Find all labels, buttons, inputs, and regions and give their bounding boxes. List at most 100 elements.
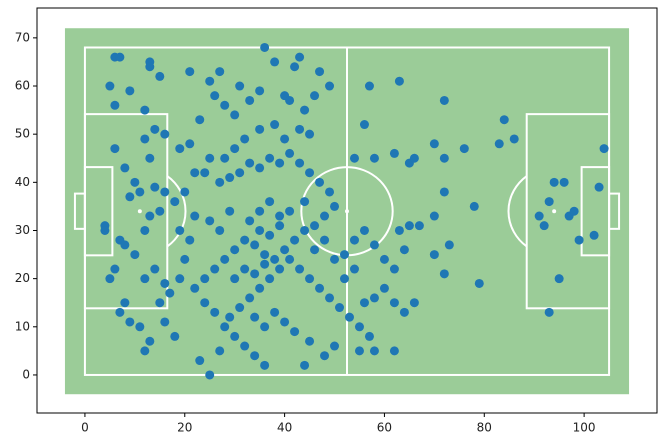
point xyxy=(155,71,165,81)
point xyxy=(210,307,220,317)
point xyxy=(250,240,260,250)
point xyxy=(344,312,354,322)
penalty-spot xyxy=(552,209,557,214)
penalty-spot xyxy=(137,209,142,214)
point xyxy=(320,211,330,221)
point xyxy=(280,134,290,144)
point xyxy=(230,274,240,284)
point xyxy=(110,144,120,154)
point xyxy=(544,197,554,207)
point xyxy=(280,245,290,255)
point xyxy=(330,201,340,211)
point xyxy=(389,346,399,356)
point xyxy=(310,221,320,231)
point xyxy=(115,307,125,317)
point xyxy=(414,221,424,231)
point xyxy=(369,293,379,303)
point xyxy=(439,269,449,279)
pitch-box xyxy=(608,192,621,230)
point xyxy=(589,230,599,240)
point xyxy=(150,124,160,134)
point xyxy=(265,230,275,240)
point xyxy=(270,57,280,67)
point xyxy=(255,225,265,235)
point xyxy=(175,144,185,154)
point xyxy=(305,274,315,284)
point xyxy=(534,211,544,221)
point xyxy=(230,245,240,255)
point xyxy=(509,134,519,144)
point xyxy=(170,197,180,207)
point xyxy=(394,225,404,235)
point xyxy=(105,81,115,91)
point xyxy=(165,288,175,298)
point xyxy=(270,307,280,317)
point xyxy=(300,105,310,115)
point xyxy=(185,67,195,77)
point xyxy=(255,206,265,216)
point xyxy=(439,153,449,163)
point xyxy=(429,139,439,149)
point xyxy=(359,120,369,130)
point xyxy=(499,115,509,125)
point xyxy=(220,254,230,264)
point xyxy=(275,211,285,221)
point xyxy=(439,187,449,197)
point xyxy=(195,115,205,125)
point xyxy=(369,153,379,163)
point xyxy=(379,254,389,264)
point xyxy=(265,197,275,207)
point xyxy=(354,346,364,356)
point xyxy=(160,317,170,327)
point xyxy=(140,105,150,115)
point xyxy=(195,356,205,366)
point xyxy=(255,124,265,134)
point xyxy=(295,264,305,274)
point xyxy=(120,163,130,173)
point xyxy=(275,264,285,274)
point xyxy=(260,259,270,269)
penalty-arc xyxy=(507,175,528,248)
point xyxy=(155,298,165,308)
point xyxy=(364,81,374,91)
point xyxy=(340,274,350,284)
point xyxy=(215,67,225,77)
point xyxy=(185,139,195,149)
point xyxy=(235,168,245,178)
point xyxy=(260,322,270,332)
point xyxy=(245,293,255,303)
point xyxy=(359,298,369,308)
point xyxy=(160,129,170,139)
point xyxy=(170,331,180,341)
point xyxy=(205,216,215,226)
x-tick-label: 20 xyxy=(177,421,192,435)
point xyxy=(265,153,275,163)
point xyxy=(369,346,379,356)
point xyxy=(320,351,330,361)
point xyxy=(399,245,409,255)
point xyxy=(569,206,579,216)
point xyxy=(359,225,369,235)
point xyxy=(305,168,315,178)
point xyxy=(220,100,230,110)
point xyxy=(225,206,235,216)
point xyxy=(200,298,210,308)
point xyxy=(220,322,230,332)
point xyxy=(250,269,260,279)
point xyxy=(230,331,240,341)
point xyxy=(300,197,310,207)
point xyxy=(110,264,120,274)
point xyxy=(140,225,150,235)
point xyxy=(205,76,215,86)
point xyxy=(260,360,270,370)
point xyxy=(429,211,439,221)
point xyxy=(429,250,439,260)
point xyxy=(330,341,340,351)
point xyxy=(275,221,285,231)
point xyxy=(349,264,359,274)
pitch-box xyxy=(73,192,86,230)
point xyxy=(320,235,330,245)
point xyxy=(225,312,235,322)
point xyxy=(574,235,584,245)
